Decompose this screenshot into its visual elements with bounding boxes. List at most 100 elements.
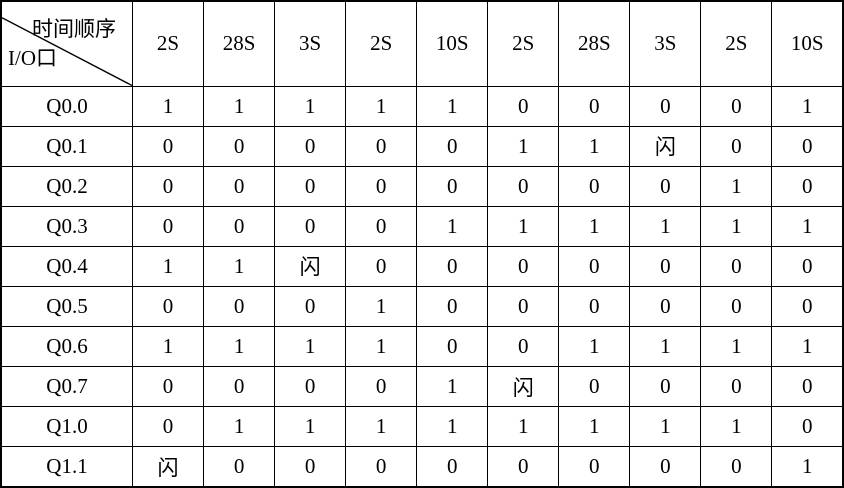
value-cell: 0 <box>487 165 560 207</box>
table-row: Q0.1 0 0 0 0 0 1 1 闪 0 0 <box>0 125 844 167</box>
value-cell: 1 <box>131 326 205 368</box>
value-cell: 1 <box>203 326 276 368</box>
table-row: Q1.1 闪 0 0 0 0 0 0 0 0 1 <box>0 446 844 488</box>
value-cell: 0 <box>487 285 560 328</box>
row-header-cell: Q0.1 <box>0 125 133 167</box>
value-cell: 0 <box>558 366 631 408</box>
value-cell: 1 <box>487 125 560 167</box>
value-cell: 0 <box>700 366 773 408</box>
value-cell: 1 <box>629 326 702 368</box>
value-cell: 0 <box>203 366 276 408</box>
value-cell: 0 <box>203 165 276 207</box>
column-header-cell: 10S <box>771 0 844 87</box>
row-header-cell: Q0.0 <box>0 85 133 127</box>
value-cell: 0 <box>629 85 702 127</box>
value-cell: 0 <box>416 285 489 328</box>
value-cell: 闪 <box>274 245 347 287</box>
table-row: Q0.6 1 1 1 1 0 0 1 1 1 1 <box>0 326 844 368</box>
value-cell: 1 <box>700 406 773 448</box>
value-cell: 0 <box>345 245 418 287</box>
value-cell: 0 <box>274 165 347 207</box>
value-cell: 0 <box>416 165 489 207</box>
value-cell: 1 <box>274 85 347 127</box>
value-cell: 1 <box>487 205 560 247</box>
value-cell: 1 <box>131 85 205 127</box>
value-cell: 0 <box>274 446 347 488</box>
value-cell: 0 <box>700 446 773 488</box>
row-header-cell: Q0.3 <box>0 205 133 247</box>
value-cell: 0 <box>700 85 773 127</box>
value-cell: 0 <box>203 446 276 488</box>
table-row: Q0.7 0 0 0 0 1 闪 0 0 0 0 <box>0 366 844 408</box>
value-cell: 0 <box>771 165 844 207</box>
value-cell: 0 <box>131 285 205 328</box>
value-cell: 1 <box>629 406 702 448</box>
value-cell: 闪 <box>487 366 560 408</box>
value-cell: 0 <box>558 446 631 488</box>
value-cell: 1 <box>771 446 844 488</box>
table-row: Q1.0 0 1 1 1 1 1 1 1 1 0 <box>0 406 844 448</box>
table-row: Q0.4 1 1 闪 0 0 0 0 0 0 0 <box>0 245 844 287</box>
value-cell: 1 <box>558 125 631 167</box>
value-cell: 1 <box>203 406 276 448</box>
value-cell: 1 <box>700 326 773 368</box>
value-cell: 0 <box>274 205 347 247</box>
table-row: Q0.0 1 1 1 1 1 0 0 0 0 1 <box>0 85 844 127</box>
value-cell: 0 <box>274 366 347 408</box>
value-cell: 0 <box>700 285 773 328</box>
row-header-cell: Q1.1 <box>0 446 133 488</box>
value-cell: 1 <box>558 406 631 448</box>
table-body: Q0.0 1 1 1 1 1 0 0 0 0 1 Q0.1 0 0 0 0 0 1 1 闪 0 0 Q0.2 0 0 0 0 0 0 0 0… <box>0 85 844 488</box>
value-cell: 1 <box>416 205 489 247</box>
corner-bottom-label: I/O口 <box>8 45 57 70</box>
value-cell: 0 <box>771 406 844 448</box>
diagonal-divider-line <box>2 17 132 85</box>
value-cell: 0 <box>771 366 844 408</box>
column-header-cell: 28S <box>203 0 276 87</box>
row-header-cell: Q1.0 <box>0 406 133 448</box>
column-header-cell: 10S <box>416 0 489 87</box>
value-cell: 1 <box>700 165 773 207</box>
value-cell: 0 <box>558 85 631 127</box>
value-cell: 0 <box>345 446 418 488</box>
value-cell: 0 <box>203 125 276 167</box>
value-cell: 1 <box>700 205 773 247</box>
value-cell: 0 <box>416 446 489 488</box>
value-cell: 1 <box>416 85 489 127</box>
value-cell: 1 <box>131 245 205 287</box>
value-cell: 1 <box>203 85 276 127</box>
value-cell: 0 <box>771 125 844 167</box>
value-cell: 0 <box>416 125 489 167</box>
column-header-cell: 2S <box>131 0 205 87</box>
table-header: 时间顺序 I/O口 2S 28S 3S 2S 10S 2S 28S 3S 2S 10S <box>0 0 844 87</box>
value-cell: 0 <box>345 366 418 408</box>
value-cell: 0 <box>629 165 702 207</box>
value-cell: 0 <box>274 285 347 328</box>
value-cell: 0 <box>558 165 631 207</box>
value-cell: 0 <box>558 285 631 328</box>
column-header-cell: 3S <box>274 0 347 87</box>
header-row: 时间顺序 I/O口 2S 28S 3S 2S 10S 2S 28S 3S 2S 10S <box>0 0 844 87</box>
value-cell: 1 <box>203 245 276 287</box>
value-cell: 1 <box>274 406 347 448</box>
value-cell: 1 <box>558 205 631 247</box>
value-cell: 0 <box>131 125 205 167</box>
value-cell: 1 <box>416 366 489 408</box>
value-cell: 0 <box>771 245 844 287</box>
value-cell: 1 <box>345 326 418 368</box>
value-cell: 0 <box>629 446 702 488</box>
value-cell: 1 <box>274 326 347 368</box>
value-cell: 1 <box>771 326 844 368</box>
row-header-cell: Q0.6 <box>0 326 133 368</box>
value-cell: 0 <box>629 366 702 408</box>
value-cell: 0 <box>700 125 773 167</box>
value-cell: 0 <box>131 165 205 207</box>
corner-header-cell: 时间顺序 I/O口 <box>0 0 133 87</box>
column-header-cell: 2S <box>700 0 773 87</box>
value-cell: 0 <box>416 245 489 287</box>
value-cell: 0 <box>131 205 205 247</box>
value-cell: 0 <box>487 245 560 287</box>
column-header-cell: 2S <box>345 0 418 87</box>
value-cell: 0 <box>771 285 844 328</box>
value-cell: 0 <box>274 125 347 167</box>
